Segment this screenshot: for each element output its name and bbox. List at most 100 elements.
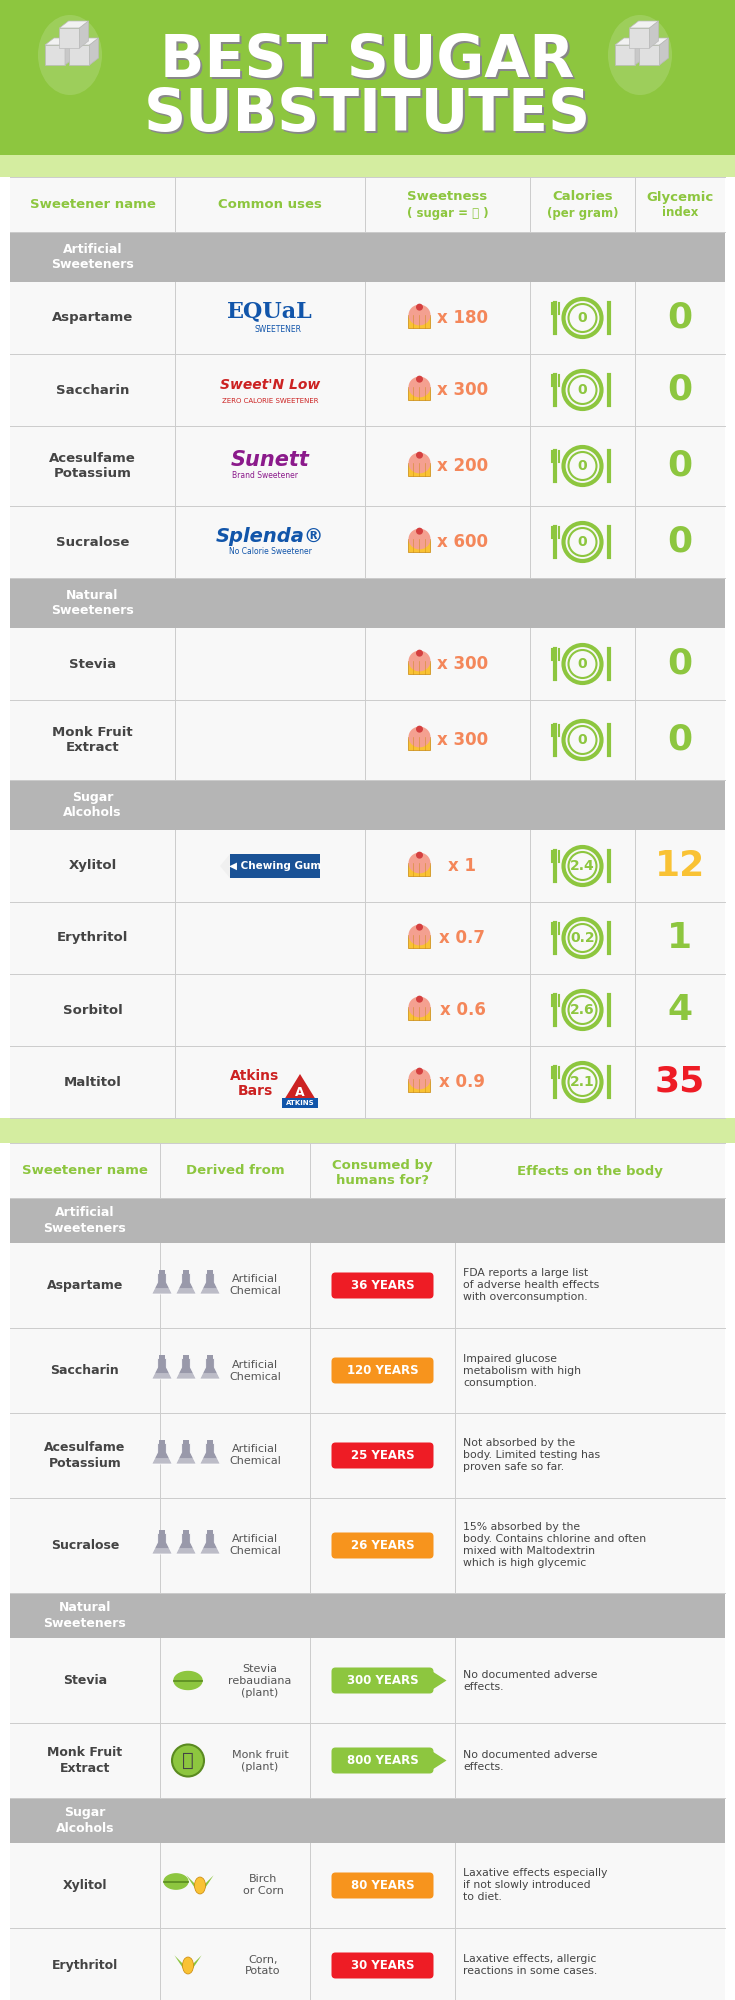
Bar <box>45 44 65 64</box>
Text: 1: 1 <box>667 920 692 956</box>
Bar <box>0 1118 735 1144</box>
Bar <box>629 28 650 48</box>
Text: Atkins: Atkins <box>230 1068 279 1084</box>
Ellipse shape <box>409 726 431 748</box>
Text: Xylitol: Xylitol <box>62 1880 107 1892</box>
Text: BEST SUGAR: BEST SUGAR <box>159 32 574 88</box>
Text: Saccharin: Saccharin <box>51 1364 119 1376</box>
Polygon shape <box>187 1876 196 1890</box>
Bar <box>10 1046 725 1118</box>
Text: x 1: x 1 <box>448 856 476 876</box>
Polygon shape <box>152 1288 172 1294</box>
Text: Acesulfame
Potassium: Acesulfame Potassium <box>49 452 136 480</box>
Bar <box>0 0 735 156</box>
Text: 0: 0 <box>578 460 587 472</box>
Text: SUBSTITUTES: SUBSTITUTES <box>146 88 592 146</box>
Circle shape <box>416 996 423 1002</box>
Bar <box>409 1008 431 1020</box>
Bar <box>10 426 725 506</box>
Text: Sweetener name: Sweetener name <box>29 198 155 212</box>
Circle shape <box>416 924 423 930</box>
Text: Sweet'N Low: Sweet'N Low <box>220 378 320 392</box>
Text: Stevia: Stevia <box>63 1674 107 1688</box>
Ellipse shape <box>182 1956 193 1974</box>
Text: ZERO CALORIE SWEETENER: ZERO CALORIE SWEETENER <box>222 398 318 404</box>
Polygon shape <box>176 1548 196 1554</box>
Text: Effects on the body: Effects on the body <box>517 1164 663 1178</box>
Bar <box>409 864 431 876</box>
Text: Consumed by: Consumed by <box>332 1158 433 1172</box>
Text: Monk Fruit
Extract: Monk Fruit Extract <box>52 726 133 754</box>
Ellipse shape <box>409 376 431 398</box>
Bar <box>10 830 725 902</box>
Bar <box>159 1270 165 1274</box>
Polygon shape <box>60 20 88 28</box>
FancyBboxPatch shape <box>331 1668 434 1694</box>
Text: x 0.9: x 0.9 <box>440 1072 486 1092</box>
Text: Artificial
Chemical: Artificial Chemical <box>229 1274 281 1296</box>
Bar <box>409 660 431 674</box>
Polygon shape <box>432 1672 446 1690</box>
Text: Sunett: Sunett <box>231 450 309 470</box>
Text: Laxative effects, allergic
reactions in some cases.: Laxative effects, allergic reactions in … <box>463 1954 598 1976</box>
Polygon shape <box>284 1074 316 1100</box>
Ellipse shape <box>409 996 431 1018</box>
Text: Sorbitol: Sorbitol <box>62 1004 122 1016</box>
Text: 15% absorbed by the
body. Contains chlorine and often
mixed with Maltodextrin
wh: 15% absorbed by the body. Contains chlor… <box>463 1522 646 1568</box>
Text: 35: 35 <box>655 1064 705 1100</box>
Polygon shape <box>152 1358 172 1380</box>
Polygon shape <box>176 1274 196 1294</box>
Bar <box>10 232 725 282</box>
Bar <box>10 974 725 1046</box>
Bar <box>409 314 431 328</box>
Bar <box>639 44 659 64</box>
Text: Artificial
Sweeteners: Artificial Sweeteners <box>43 1206 126 1234</box>
Text: 0.2: 0.2 <box>570 932 595 946</box>
Text: Aspartame: Aspartame <box>52 312 133 324</box>
Polygon shape <box>635 38 644 64</box>
Text: Impaired glucose
metabolism with high
consumption.: Impaired glucose metabolism with high co… <box>463 1354 581 1388</box>
Polygon shape <box>176 1458 196 1464</box>
Text: SUBSTITUTES: SUBSTITUTES <box>143 86 590 144</box>
Polygon shape <box>200 1374 220 1380</box>
Text: 0: 0 <box>667 450 692 482</box>
Text: x 0.6: x 0.6 <box>440 1000 485 1020</box>
Bar <box>0 156 735 178</box>
Polygon shape <box>200 1288 220 1294</box>
Ellipse shape <box>38 14 102 94</box>
Bar <box>207 1270 213 1274</box>
Circle shape <box>416 650 423 656</box>
Bar <box>207 1530 213 1534</box>
Bar <box>10 1722 725 1798</box>
Bar <box>70 44 90 64</box>
Ellipse shape <box>409 452 431 474</box>
Text: 2.1: 2.1 <box>570 1076 595 1088</box>
Text: 0: 0 <box>578 732 587 746</box>
Polygon shape <box>164 1874 188 1890</box>
Text: No documented adverse
effects.: No documented adverse effects. <box>463 1670 598 1692</box>
Polygon shape <box>152 1548 172 1554</box>
Text: Erythritol: Erythritol <box>52 1960 118 1972</box>
Text: index: index <box>662 206 698 220</box>
Text: Corn,
Potato: Corn, Potato <box>245 1954 281 1976</box>
Bar <box>409 388 431 400</box>
Polygon shape <box>200 1458 220 1464</box>
Polygon shape <box>200 1358 220 1380</box>
Text: Stevia
rebaudiana
(plant): Stevia rebaudiana (plant) <box>229 1664 292 1698</box>
Polygon shape <box>174 1956 184 1970</box>
Bar <box>10 1198 725 1242</box>
Text: Bars: Bars <box>237 1084 273 1098</box>
Ellipse shape <box>409 304 431 326</box>
Text: Sweetener name: Sweetener name <box>22 1164 148 1178</box>
Text: 12: 12 <box>655 848 705 884</box>
Bar <box>159 1530 165 1534</box>
Bar <box>10 1242 725 1328</box>
Polygon shape <box>176 1374 196 1380</box>
Bar <box>409 936 431 948</box>
Text: Glycemic: Glycemic <box>646 190 714 204</box>
Polygon shape <box>152 1274 172 1294</box>
Text: 2.6: 2.6 <box>570 1004 595 1016</box>
Bar <box>10 1412 725 1498</box>
Polygon shape <box>152 1444 172 1464</box>
Text: Common uses: Common uses <box>218 198 322 212</box>
